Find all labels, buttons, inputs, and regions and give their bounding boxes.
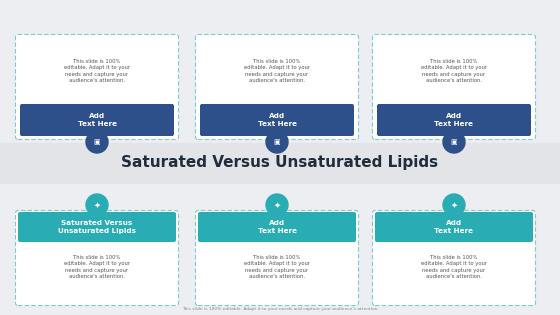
FancyBboxPatch shape bbox=[20, 104, 174, 136]
FancyBboxPatch shape bbox=[198, 212, 356, 242]
Text: Add
Text Here: Add Text Here bbox=[435, 220, 474, 234]
FancyBboxPatch shape bbox=[195, 210, 358, 306]
Text: This slide is 100%
editable. Adapt it to your
needs and capture your
audience's : This slide is 100% editable. Adapt it to… bbox=[244, 255, 310, 279]
Bar bbox=[0, 143, 560, 183]
Text: Add
Text Here: Add Text Here bbox=[258, 113, 296, 127]
Circle shape bbox=[443, 131, 465, 153]
FancyBboxPatch shape bbox=[200, 104, 354, 136]
Circle shape bbox=[86, 131, 108, 153]
FancyBboxPatch shape bbox=[16, 35, 179, 140]
Circle shape bbox=[266, 194, 288, 216]
Text: Add
Text Here: Add Text Here bbox=[435, 113, 474, 127]
Text: ▣: ▣ bbox=[94, 139, 100, 145]
FancyBboxPatch shape bbox=[377, 104, 531, 136]
Text: This slide is 100%
editable. Adapt it to your
needs and capture your
audience's : This slide is 100% editable. Adapt it to… bbox=[244, 59, 310, 83]
Text: ▣: ▣ bbox=[274, 139, 281, 145]
Text: Add
Text Here: Add Text Here bbox=[258, 220, 296, 234]
FancyBboxPatch shape bbox=[18, 212, 176, 242]
Text: ▣: ▣ bbox=[451, 139, 458, 145]
Text: ✦: ✦ bbox=[94, 201, 100, 209]
Text: This slide is 100% editable. Adapt it to your needs and capture your audience's : This slide is 100% editable. Adapt it to… bbox=[181, 307, 379, 311]
FancyBboxPatch shape bbox=[195, 35, 358, 140]
Text: Saturated Versus Unsaturated Lipids: Saturated Versus Unsaturated Lipids bbox=[122, 156, 438, 170]
Text: ✦: ✦ bbox=[273, 201, 281, 209]
FancyBboxPatch shape bbox=[372, 35, 535, 140]
FancyBboxPatch shape bbox=[372, 210, 535, 306]
FancyBboxPatch shape bbox=[375, 212, 533, 242]
Circle shape bbox=[266, 131, 288, 153]
Text: This slide is 100%
editable. Adapt it to your
needs and capture your
audience's : This slide is 100% editable. Adapt it to… bbox=[64, 255, 130, 279]
Text: This slide is 100%
editable. Adapt it to your
needs and capture your
audience's : This slide is 100% editable. Adapt it to… bbox=[421, 255, 487, 279]
Text: ✦: ✦ bbox=[450, 201, 458, 209]
Text: This slide is 100%
editable. Adapt it to your
needs and capture your
audience's : This slide is 100% editable. Adapt it to… bbox=[421, 59, 487, 83]
Text: Saturated Versus
Unsaturated Lipids: Saturated Versus Unsaturated Lipids bbox=[58, 220, 136, 234]
Text: This slide is 100%
editable. Adapt it to your
needs and capture your
audience's : This slide is 100% editable. Adapt it to… bbox=[64, 59, 130, 83]
Circle shape bbox=[443, 194, 465, 216]
Circle shape bbox=[86, 194, 108, 216]
Text: Add
Text Here: Add Text Here bbox=[77, 113, 116, 127]
FancyBboxPatch shape bbox=[16, 210, 179, 306]
